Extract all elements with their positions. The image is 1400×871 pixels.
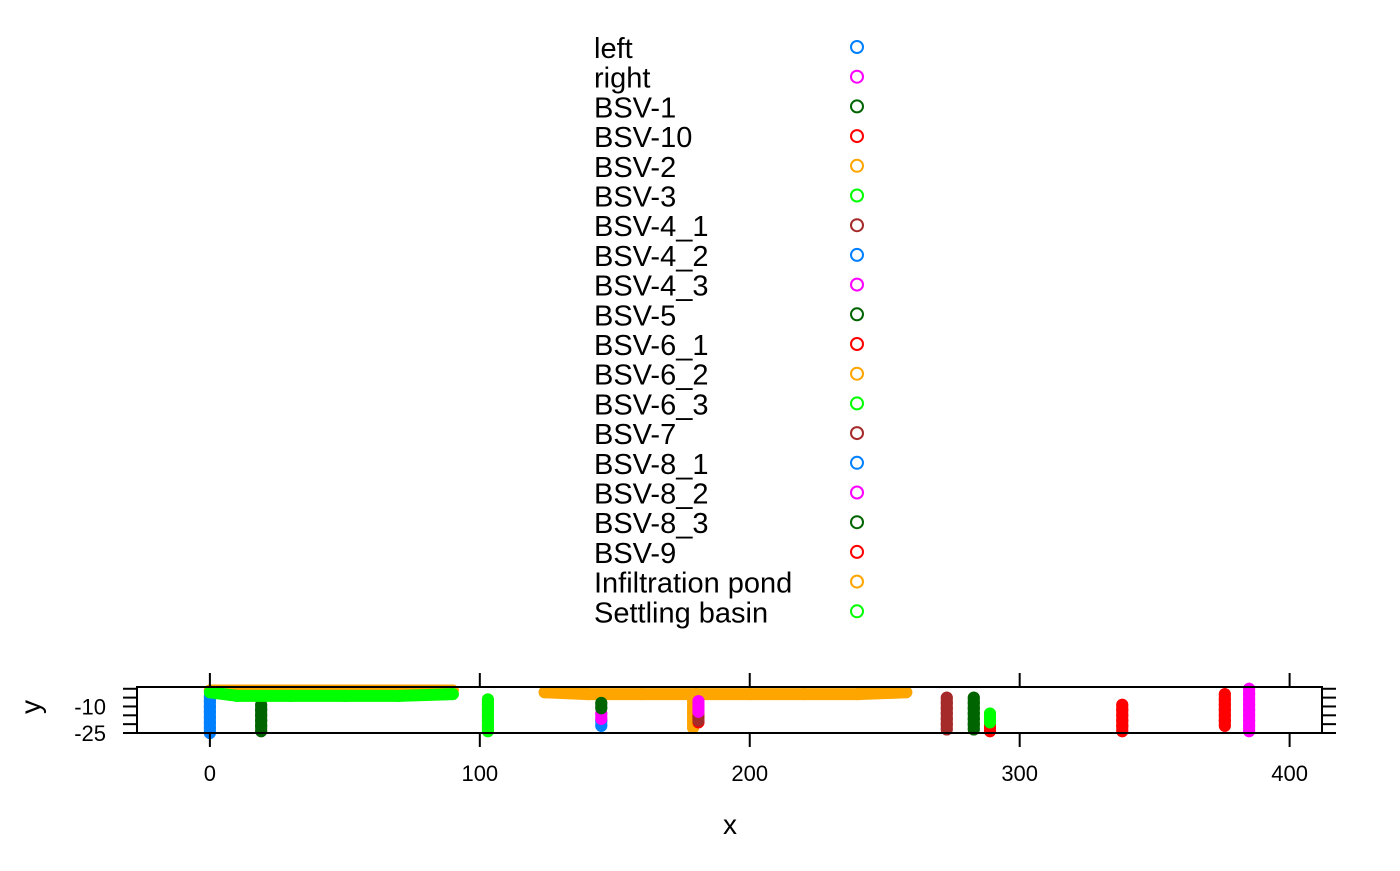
legend-marker-bsv-4-2 [850,247,864,262]
legend-marker-bsv-3 [850,188,864,203]
series-segment [392,688,459,702]
data-point [581,688,594,701]
data-point [692,705,705,718]
legend-label-bsv-6-3: BSV-6_3 [594,389,708,421]
legend-label-bsv-4-1: BSV-4_1 [594,211,708,243]
legend-marker-bsv-1 [850,99,864,114]
y-axis-label: y [15,700,46,714]
legend-marker-bsv-10 [850,129,864,144]
data-point [743,688,756,701]
legend-marker-bsv-6-1 [850,337,864,351]
legend-label-left: left [594,33,633,65]
data-point [983,725,996,738]
legend-label-bsv-6-1: BSV-6_1 [594,330,708,362]
data-point [635,688,648,701]
data-point [1218,719,1231,732]
legend-marker-settling-basin [850,604,864,619]
legend-marker-bsv-8-1 [850,455,864,470]
y-tick-label: -25 [74,721,106,746]
data-point [338,689,351,702]
data-point [1116,725,1129,738]
legend-marker-left [850,40,864,54]
legend-label-bsv-8-2: BSV-8_2 [594,479,708,511]
x-tick-label: 100 [461,761,498,786]
legend-label-bsv-3: BSV-3 [594,182,676,214]
legend-label-bsv-4-2: BSV-4_2 [594,241,708,273]
data-point [255,725,268,738]
legend-label-bsv-7: BSV-7 [594,419,676,451]
legend-label-bsv-1: BSV-1 [594,92,676,124]
legend-marker-bsv-4-1 [850,218,864,233]
series-left [203,689,216,739]
legend-label-right: right [594,63,650,95]
legend-marker-bsv-2 [850,158,864,173]
data-point [983,716,996,729]
data-point [797,688,810,701]
x-tick-label: 200 [731,761,768,786]
series-bsv-1 [255,698,268,738]
legend: leftrightBSV-1BSV-10BSV-2BSV-3BSV-4_1BSV… [594,33,864,629]
series-bsv-8-2 [692,695,705,718]
data-point [538,686,551,699]
data-point [595,702,608,715]
data-point [284,689,297,702]
series-settling-basin [203,686,996,729]
series-bsv-9 [983,688,1231,738]
x-axis-label: x [723,809,737,840]
legend-label-bsv-4-3: BSV-4_3 [594,271,708,303]
data-point [481,725,494,738]
legend-label-bsv-8-3: BSV-8_3 [594,508,708,540]
legend-marker-bsv-6-2 [850,366,864,381]
legend-label-bsv-9: BSV-9 [594,538,676,570]
series-bsv-4-1 [940,691,953,736]
series-right [1243,682,1256,738]
axes: 0 100 200 300 400 -10-25 [74,673,1336,786]
plot-frame [136,686,1323,734]
legend-label-infiltration-pond: Infiltration pond [594,568,792,600]
series-segment [851,686,913,701]
legend-label-bsv-6-2: BSV-6_2 [594,360,708,392]
legend-marker-bsv-7 [850,426,864,441]
plot-points [203,682,1256,739]
data-point [595,712,608,725]
legend-marker-bsv-9 [850,544,864,559]
legend-marker-bsv-8-2 [850,485,864,500]
x-tick-label: 0 [204,761,216,786]
legend-marker-bsv-6-3 [850,396,864,411]
legend-marker-bsv-4-3 [850,277,864,292]
y-tick-label: -10 [74,694,106,719]
legend-label-bsv-5: BSV-5 [594,300,676,332]
data-point [203,686,216,699]
data-point [1243,725,1256,738]
series-bsv-8-3 [967,691,980,736]
legend-marker-infiltration-pond [850,574,864,589]
data-point [392,689,405,702]
data-point [900,686,913,699]
legend-label-bsv-2: BSV-2 [594,152,676,184]
legend-marker-bsv-5 [850,307,864,322]
series-bsv-3 [481,693,494,738]
x-tick-label: 400 [1271,761,1308,786]
data-point [692,714,705,727]
data-point [230,689,243,702]
series-bsv-10 [1116,698,1129,738]
data-point [851,688,864,701]
legend-marker-right [850,69,864,84]
legend-label-bsv-8-1: BSV-8_1 [594,449,708,481]
legend-label-bsv-10: BSV-10 [594,122,692,154]
x-tick-label: 300 [1001,761,1038,786]
legend-label-settling-basin: Settling basin [594,597,768,629]
series-segment [538,686,594,701]
legend-marker-bsv-8-3 [850,515,864,530]
data-point [446,688,459,701]
series-bsv-2 [538,686,913,734]
series-bsv-5 [595,696,608,715]
